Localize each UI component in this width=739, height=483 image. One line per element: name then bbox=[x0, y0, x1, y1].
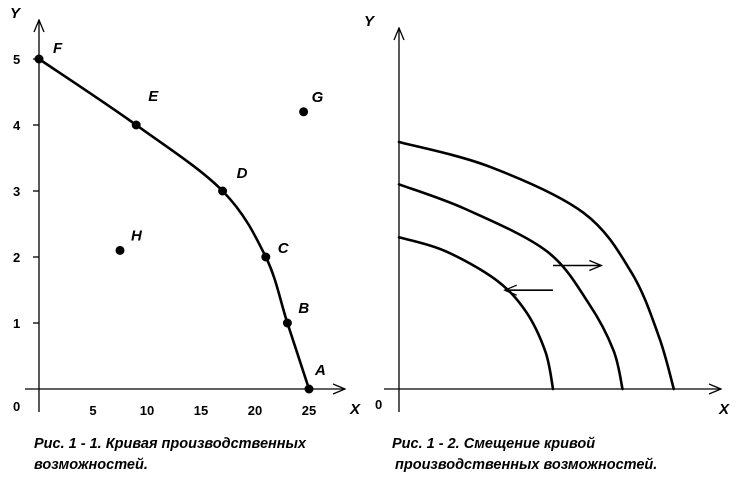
y-tick-label: 3 bbox=[13, 184, 20, 199]
caption-line: производственных возможностей. bbox=[395, 457, 658, 473]
y-tick-label: 4 bbox=[13, 118, 21, 133]
y-axis-title: Y bbox=[364, 13, 376, 30]
ppc-curve-1 bbox=[397, 236, 555, 391]
caption-line: возможностей. bbox=[34, 457, 148, 473]
point-c bbox=[261, 252, 271, 262]
caption-line: Рис. 1 - 2. Смещение кривой bbox=[392, 436, 596, 452]
ppc-curve bbox=[37, 57, 311, 391]
point-label-d: D bbox=[237, 165, 248, 182]
point-a bbox=[304, 384, 314, 394]
point-e bbox=[131, 120, 141, 130]
x-axis-title: X bbox=[718, 401, 730, 418]
x-axis-title: X bbox=[349, 401, 361, 418]
point-label-g: G bbox=[312, 89, 324, 106]
point-label-b: B bbox=[298, 300, 309, 317]
caption-line: Рис. 1 - 1. Кривая производственных bbox=[34, 436, 306, 452]
point-g bbox=[299, 107, 309, 117]
origin-label: 0 bbox=[375, 397, 382, 412]
origin-label: 0 bbox=[13, 399, 20, 414]
ppc-curve-3 bbox=[397, 140, 676, 391]
x-tick-label: 15 bbox=[194, 403, 208, 418]
x-tick-label: 5 bbox=[89, 403, 96, 418]
x-tick-label: 10 bbox=[140, 403, 154, 418]
production-possibilities-chart: X Y 0 5 10 15 20 25 1 2 3 4 5 F E D C B A G H bbox=[10, 5, 361, 418]
ppc-curve-2 bbox=[397, 183, 624, 391]
point-f bbox=[34, 54, 44, 64]
point-label-h: H bbox=[131, 227, 143, 244]
point-d bbox=[218, 186, 228, 196]
point-h bbox=[115, 245, 125, 255]
caption-fig-1-1: Рис. 1 - 1. Кривая производственных возм… bbox=[34, 434, 306, 476]
caption-fig-1-2: Рис. 1 - 2. Смещение кривой производстве… bbox=[392, 434, 657, 476]
point-label-e: E bbox=[148, 88, 159, 105]
point-label-a: A bbox=[314, 362, 326, 379]
y-tick-label: 1 bbox=[13, 316, 20, 331]
y-tick-label: 2 bbox=[13, 250, 20, 265]
y-tick-label: 5 bbox=[13, 52, 20, 67]
point-b bbox=[282, 318, 292, 328]
x-tick-label: 25 bbox=[302, 403, 316, 418]
point-label-f: F bbox=[53, 40, 63, 57]
y-axis-title: Y bbox=[10, 5, 22, 22]
x-tick-label: 20 bbox=[248, 403, 262, 418]
point-label-c: C bbox=[278, 240, 290, 257]
ppc-shift-chart: X Y 0 bbox=[364, 13, 730, 418]
